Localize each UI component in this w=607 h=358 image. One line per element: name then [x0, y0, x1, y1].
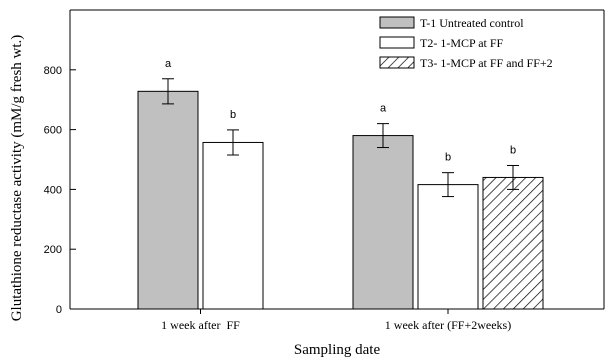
significance-letter: b — [230, 109, 236, 121]
significance-letter: b — [510, 144, 516, 156]
y-tick-label: 0 — [56, 304, 62, 316]
significance-letter: a — [380, 103, 387, 115]
legend-swatch-t3 — [379, 56, 415, 69]
legend: T-1 Untreated control T2- 1-MCP at FF T3… — [379, 16, 553, 70]
x-tick-label: 1 week after (FF+2weeks) — [385, 318, 511, 332]
bar-series-1-cat-2 — [352, 135, 414, 310]
y-tick-label: 800 — [44, 65, 62, 77]
y-ticks: 0 200 400 600 800 — [44, 65, 76, 316]
x-tick-label: 1 week after FF — [161, 318, 240, 332]
legend-swatch-t1 — [379, 16, 415, 29]
significance-letter: b — [445, 152, 451, 164]
x-axis-label: Sampling date — [294, 342, 381, 358]
bars: a b a b b — [137, 58, 544, 310]
y-tick-label: 200 — [44, 244, 62, 256]
y-tick-label: 400 — [44, 184, 62, 196]
legend-label-t2: T2- 1-MCP at FF — [420, 36, 504, 50]
legend-swatch-t2 — [379, 36, 415, 49]
bar-series-2-cat-2 — [417, 184, 479, 310]
y-axis-label: Glutathione reductase activity (mM/g fre… — [9, 35, 25, 322]
significance-letter: a — [165, 58, 172, 70]
bar-series-3-cat-2 — [482, 176, 544, 310]
bar-series-2-cat-1 — [202, 141, 264, 310]
legend-label-t1: T-1 Untreated control — [420, 16, 524, 30]
bar-series-1-cat-1 — [137, 90, 199, 310]
y-tick-label: 600 — [44, 125, 62, 137]
x-ticks: 1 week after FF 1 week after (FF+2weeks) — [161, 309, 511, 332]
legend-label-t3: T3- 1-MCP at FF and FF+2 — [420, 56, 553, 70]
